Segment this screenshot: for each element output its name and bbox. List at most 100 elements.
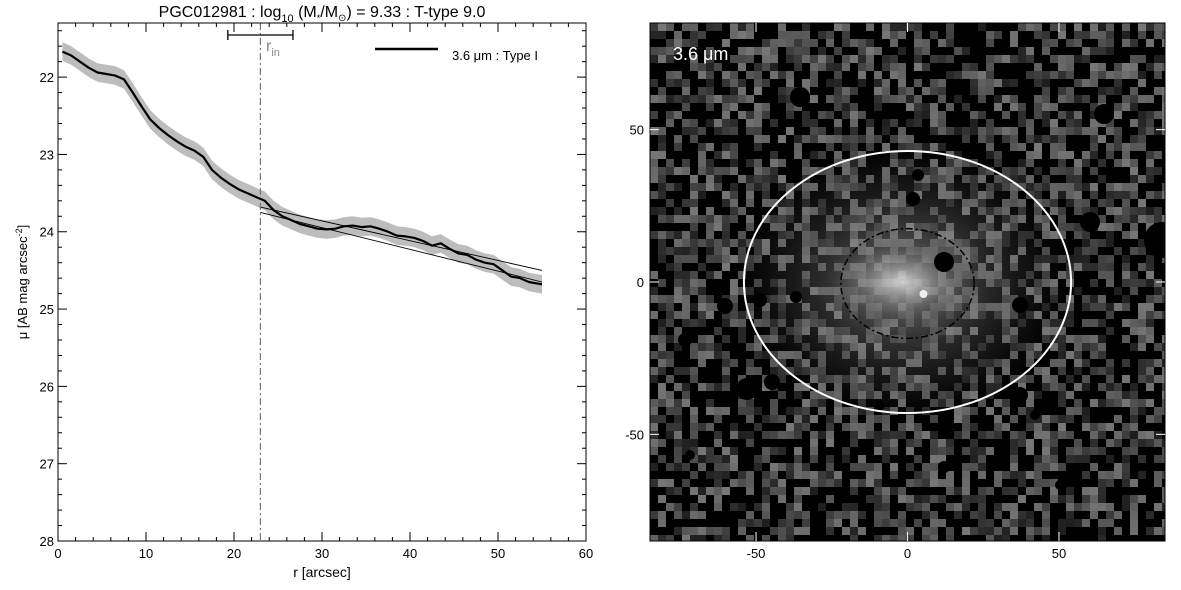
noise-pixel <box>762 415 770 423</box>
noise-pixel <box>714 223 722 231</box>
noise-pixel <box>698 447 706 455</box>
noise-pixel <box>986 63 994 71</box>
noise-pixel <box>858 47 866 55</box>
noise-pixel <box>738 503 746 511</box>
noise-pixel <box>1146 439 1154 447</box>
noise-pixel <box>1042 431 1050 439</box>
noise-pixel <box>882 447 890 455</box>
noise-pixel <box>826 55 834 63</box>
noise-pixel <box>770 487 778 495</box>
noise-pixel <box>1106 231 1114 239</box>
noise-pixel <box>658 367 666 375</box>
noise-pixel <box>1090 183 1098 191</box>
noise-pixel <box>770 167 778 175</box>
noise-pixel <box>1066 39 1074 47</box>
noise-pixel <box>970 463 978 471</box>
noise-pixel <box>1098 263 1106 271</box>
noise-pixel <box>1082 255 1090 263</box>
noise-pixel <box>946 39 954 47</box>
noise-pixel <box>1106 423 1114 431</box>
noise-pixel <box>1034 71 1042 79</box>
noise-pixel <box>714 271 722 279</box>
noise-pixel <box>1154 87 1162 95</box>
noise-pixel <box>842 447 850 455</box>
noise-pixel <box>986 151 994 159</box>
noise-pixel <box>1154 343 1162 351</box>
noise-pixel <box>770 399 778 407</box>
noise-pixel <box>890 447 898 455</box>
noise-pixel <box>674 215 682 223</box>
noise-pixel <box>930 519 938 527</box>
noise-pixel <box>834 103 842 111</box>
noise-pixel <box>746 359 754 367</box>
noise-pixel <box>658 391 666 399</box>
noise-pixel <box>1058 207 1066 215</box>
noise-pixel <box>994 79 1002 87</box>
noise-pixel <box>1042 31 1050 39</box>
noise-pixel <box>1162 351 1165 359</box>
noise-pixel <box>770 471 778 479</box>
noise-pixel <box>826 471 834 479</box>
noise-pixel <box>810 55 818 63</box>
noise-pixel <box>986 535 994 541</box>
noise-pixel <box>850 519 858 527</box>
band-label: 3.6 μm <box>673 44 728 64</box>
noise-pixel <box>818 135 826 143</box>
noise-pixel <box>1106 143 1114 151</box>
noise-pixel <box>690 119 698 127</box>
noise-pixel <box>730 239 738 247</box>
noise-pixel <box>882 23 890 31</box>
noise-pixel <box>690 239 698 247</box>
noise-pixel <box>1090 151 1098 159</box>
noise-pixel <box>690 511 698 519</box>
noise-pixel <box>850 143 858 151</box>
noise-pixel <box>842 527 850 535</box>
noise-pixel <box>1026 407 1034 415</box>
noise-pixel <box>1058 327 1066 335</box>
noise-pixel <box>1138 119 1146 127</box>
noise-pixel <box>1098 343 1106 351</box>
noise-pixel <box>938 455 946 463</box>
noise-pixel <box>722 103 730 111</box>
noise-pixel <box>666 167 674 175</box>
noise-pixel <box>658 351 666 359</box>
noise-pixel <box>946 103 954 111</box>
noise-pixel <box>778 175 786 183</box>
noise-pixel <box>922 47 930 55</box>
noise-pixel <box>714 415 722 423</box>
noise-pixel <box>690 303 698 311</box>
noise-pixel <box>1114 135 1122 143</box>
image-x-tick-label: -50 <box>747 546 766 561</box>
noise-pixel <box>1066 351 1074 359</box>
galaxy-image <box>650 23 1165 541</box>
noise-pixel <box>1122 31 1130 39</box>
x-axis-label: r [arcsec] <box>293 564 351 580</box>
noise-pixel <box>1082 471 1090 479</box>
noise-pixel <box>1162 111 1165 119</box>
noise-pixel <box>826 143 834 151</box>
noise-pixel <box>1082 407 1090 415</box>
noise-pixel <box>1122 199 1130 207</box>
noise-pixel <box>826 439 834 447</box>
noise-pixel <box>906 423 914 431</box>
noise-pixel <box>1154 311 1162 319</box>
noise-pixel <box>850 487 858 495</box>
noise-pixel <box>1138 71 1146 79</box>
noise-pixel <box>1034 431 1042 439</box>
noise-pixel <box>1058 463 1066 471</box>
noise-pixel <box>1098 295 1106 303</box>
masked-star <box>1055 480 1065 490</box>
noise-pixel <box>946 127 954 135</box>
noise-pixel <box>1146 527 1154 535</box>
noise-pixel <box>1122 455 1130 463</box>
noise-pixel <box>666 375 674 383</box>
noise-pixel <box>714 503 722 511</box>
noise-pixel <box>1146 303 1154 311</box>
noise-pixel <box>842 103 850 111</box>
noise-pixel <box>1106 71 1114 79</box>
noise-pixel <box>658 255 666 263</box>
noise-pixel <box>738 231 746 239</box>
noise-pixel <box>1074 407 1082 415</box>
noise-pixel <box>706 335 714 343</box>
